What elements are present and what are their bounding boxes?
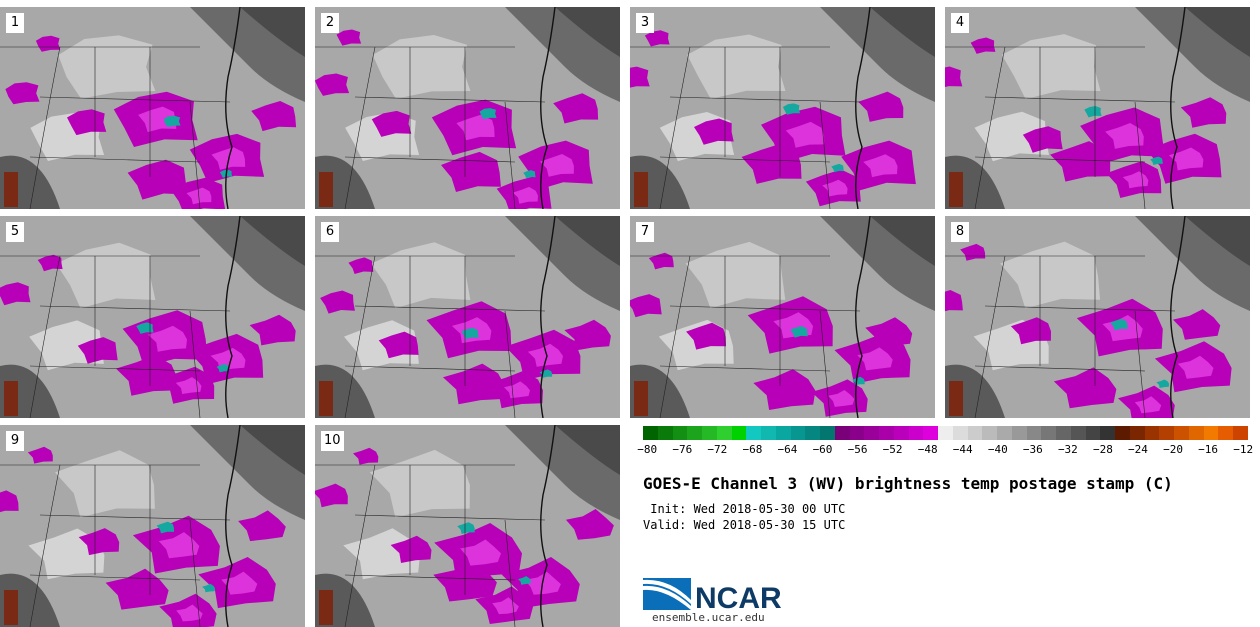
panel-number: 4	[951, 13, 969, 33]
map-panel: 10	[315, 425, 620, 627]
colorbar-swatch	[657, 426, 673, 440]
colorbar-tick-label: −48	[917, 443, 938, 456]
water-vapor-map	[0, 7, 305, 209]
colorbar-swatch	[908, 426, 924, 440]
map-panel: 2	[315, 7, 620, 209]
panel-number: 3	[636, 13, 654, 33]
water-vapor-map	[315, 216, 620, 418]
colorbar-tick-label: −28	[1093, 443, 1113, 456]
colorbar-swatch	[1188, 426, 1204, 440]
colorbar-swatch	[893, 426, 909, 440]
water-vapor-map	[630, 7, 935, 209]
water-vapor-map	[630, 216, 935, 418]
panel-number: 8	[951, 222, 969, 242]
colorbar-swatch	[967, 426, 983, 440]
water-vapor-map	[945, 7, 1250, 209]
colorbar-tick-label: −52	[882, 443, 903, 456]
ncar-logo-text: NCAR	[695, 582, 782, 614]
panel-number: 10	[321, 431, 344, 451]
colorbar-tick-label: −36	[1022, 443, 1043, 456]
panel-number: 9	[6, 431, 24, 451]
colorbar-tick-label: −56	[847, 443, 868, 456]
colorbar	[643, 426, 1248, 440]
map-panel: 8	[945, 216, 1250, 418]
valid-time: Valid: Wed 2018-05-30 15 UTC	[643, 518, 846, 532]
colorbar-swatch	[864, 426, 879, 440]
water-vapor-map	[945, 216, 1250, 418]
colorbar-swatch	[672, 426, 688, 440]
colorbar-swatch	[1174, 426, 1189, 440]
colorbar-swatch	[805, 426, 820, 440]
figure-title: GOES-E Channel 3 (WV) brightness temp po…	[643, 474, 1173, 493]
colorbar-tick-label: −40	[987, 443, 1008, 456]
colorbar-swatch	[1115, 426, 1130, 440]
colorbar-tick-label: −32	[1057, 443, 1078, 456]
colorbar-swatch	[775, 426, 791, 440]
water-vapor-map	[315, 7, 620, 209]
panel-number: 1	[6, 13, 24, 33]
colorbar-swatch	[1041, 426, 1056, 440]
colorbar-tick-label: −60	[812, 443, 833, 456]
logo-url: ensemble.ucar.edu	[652, 611, 765, 624]
colorbar-ticks: −80 −76 −72 −68 −64 −60 −56 −52 −48 −44 −40 −36 −32 −…	[637, 443, 1253, 461]
colorbar-swatch	[1218, 426, 1233, 440]
colorbar-tick-label: −72	[707, 443, 728, 456]
colorbar-swatch	[879, 426, 894, 440]
map-panel: 5	[0, 216, 305, 418]
colorbar-tick-label: −64	[777, 443, 798, 456]
colorbar-tick-label: −24	[1128, 443, 1148, 456]
water-vapor-map	[0, 216, 305, 418]
colorbar-swatch	[1100, 426, 1115, 440]
colorbar-swatch	[982, 426, 997, 440]
colorbar-swatch	[1070, 426, 1086, 440]
colorbar-swatch	[1026, 426, 1042, 440]
ncar-logo: NCAR	[643, 578, 782, 614]
colorbar-swatch	[923, 426, 938, 440]
colorbar-swatch	[1056, 426, 1071, 440]
colorbar-tick-label: −44	[952, 443, 973, 456]
colorbar-swatch	[834, 426, 850, 440]
colorbar-swatch	[1129, 426, 1145, 440]
colorbar-swatch	[997, 426, 1012, 440]
colorbar-tick-label: −76	[672, 443, 693, 456]
colorbar-swatch	[1203, 426, 1219, 440]
colorbar-tick-label: −16	[1198, 443, 1219, 456]
colorbar-swatch	[1144, 426, 1160, 440]
water-vapor-map	[0, 425, 305, 627]
colorbar-swatch	[849, 426, 865, 440]
colorbar-swatch	[1085, 426, 1101, 440]
colorbar-swatch	[731, 426, 747, 440]
colorbar-swatch	[746, 426, 761, 440]
colorbar-swatch	[790, 426, 806, 440]
colorbar-swatch	[761, 426, 776, 440]
colorbar-swatch	[952, 426, 968, 440]
colorbar-tick-label: −20	[1163, 443, 1183, 456]
panel-number: 7	[636, 222, 654, 242]
colorbar-swatch	[716, 426, 732, 440]
colorbar-swatch	[1011, 426, 1027, 440]
colorbar-swatch	[820, 426, 835, 440]
map-panel: 1	[0, 7, 305, 209]
map-panel: 7	[630, 216, 935, 418]
colorbar-tick-label: −12	[1233, 443, 1254, 456]
colorbar-swatch	[1159, 426, 1174, 440]
map-panel: 3	[630, 7, 935, 209]
colorbar-swatch	[1233, 426, 1248, 440]
panel-number: 6	[321, 222, 339, 242]
map-panel: 9	[0, 425, 305, 627]
colorbar-swatch	[687, 426, 702, 440]
water-vapor-map	[315, 425, 620, 627]
colorbar-swatch	[938, 426, 953, 440]
colorbar-tick-label: −68	[742, 443, 763, 456]
panel-number: 5	[6, 222, 24, 242]
colorbar-swatch	[702, 426, 717, 440]
colorbar-swatch	[643, 426, 658, 440]
panel-number: 2	[321, 13, 339, 33]
map-panel: 6	[315, 216, 620, 418]
map-panel: 4	[945, 7, 1250, 209]
init-time: Init: Wed 2018-05-30 00 UTC	[643, 502, 846, 516]
colorbar-tick-label: −80	[637, 443, 658, 456]
